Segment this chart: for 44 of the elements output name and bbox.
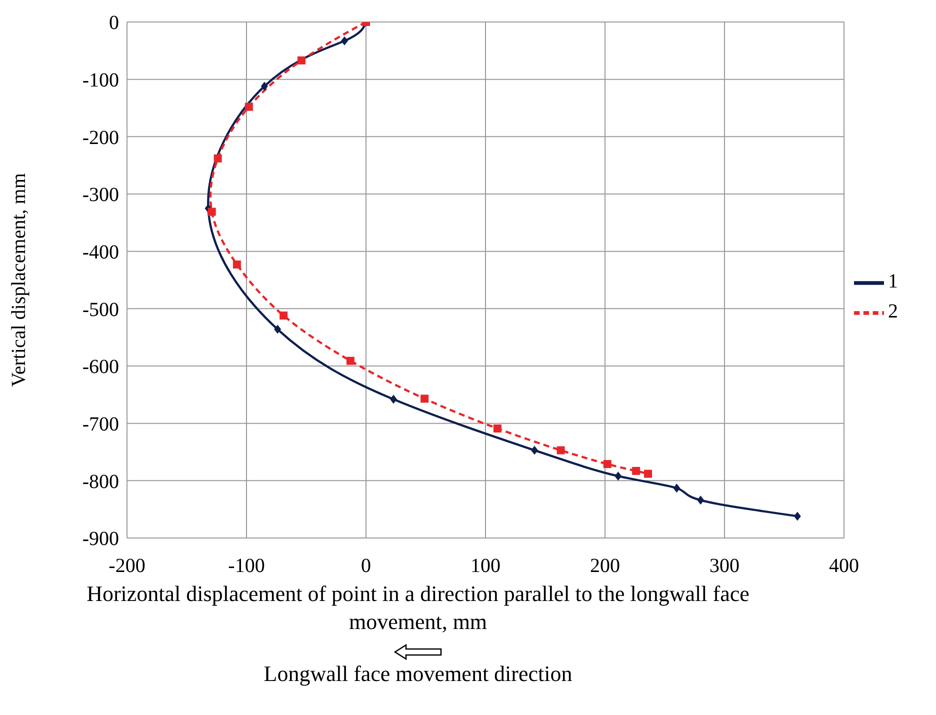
- x-tick-label: -100: [228, 555, 265, 578]
- point: [280, 312, 288, 320]
- point: [208, 208, 216, 216]
- point: [697, 496, 704, 505]
- point: [530, 446, 538, 455]
- y-tick-label: -800: [82, 470, 119, 493]
- y-tick-label: -900: [82, 528, 119, 550]
- y-tick-label: -700: [82, 413, 119, 436]
- point: [603, 460, 612, 468]
- point: [556, 446, 565, 454]
- point: [244, 102, 253, 111]
- x-tick-label: 100: [470, 555, 500, 578]
- point: [346, 356, 354, 365]
- point: [673, 484, 680, 493]
- y-tick-label: -100: [82, 69, 119, 92]
- legend-label: 2: [888, 300, 898, 323]
- point: [390, 394, 397, 404]
- y-tick-label: -200: [82, 126, 119, 149]
- point: [632, 466, 640, 475]
- point: [614, 472, 622, 481]
- x-tick-label: 400: [829, 555, 859, 578]
- text: Longwall face movement direction: [262, 660, 574, 688]
- legend-label: 1: [888, 270, 898, 293]
- point: [493, 424, 502, 432]
- y-tick-label: -600: [82, 356, 119, 378]
- y-tick-label: -500: [82, 298, 119, 321]
- point: [274, 324, 282, 334]
- y-tick-label: -300: [82, 184, 119, 206]
- point: [214, 154, 222, 162]
- point: [297, 56, 306, 64]
- y-tick-label: 0: [109, 12, 119, 34]
- point: [644, 470, 652, 478]
- x-tick-label: 300: [710, 555, 740, 578]
- point: [232, 260, 241, 269]
- point: [794, 512, 801, 521]
- x-tick-label: -200: [108, 555, 146, 578]
- y-tick-label: -400: [82, 241, 119, 264]
- point: [260, 82, 268, 91]
- x-tick-label: 200: [590, 555, 620, 578]
- y-axis-title: Vertical displacement, mm: [8, 172, 30, 387]
- point: [420, 394, 429, 403]
- point: [340, 36, 348, 46]
- x-axis-title: Horizontal displacement of point in a direction parallel to the longwall face movement, mm: [86, 580, 750, 636]
- x-tick-label: 0: [361, 555, 371, 578]
